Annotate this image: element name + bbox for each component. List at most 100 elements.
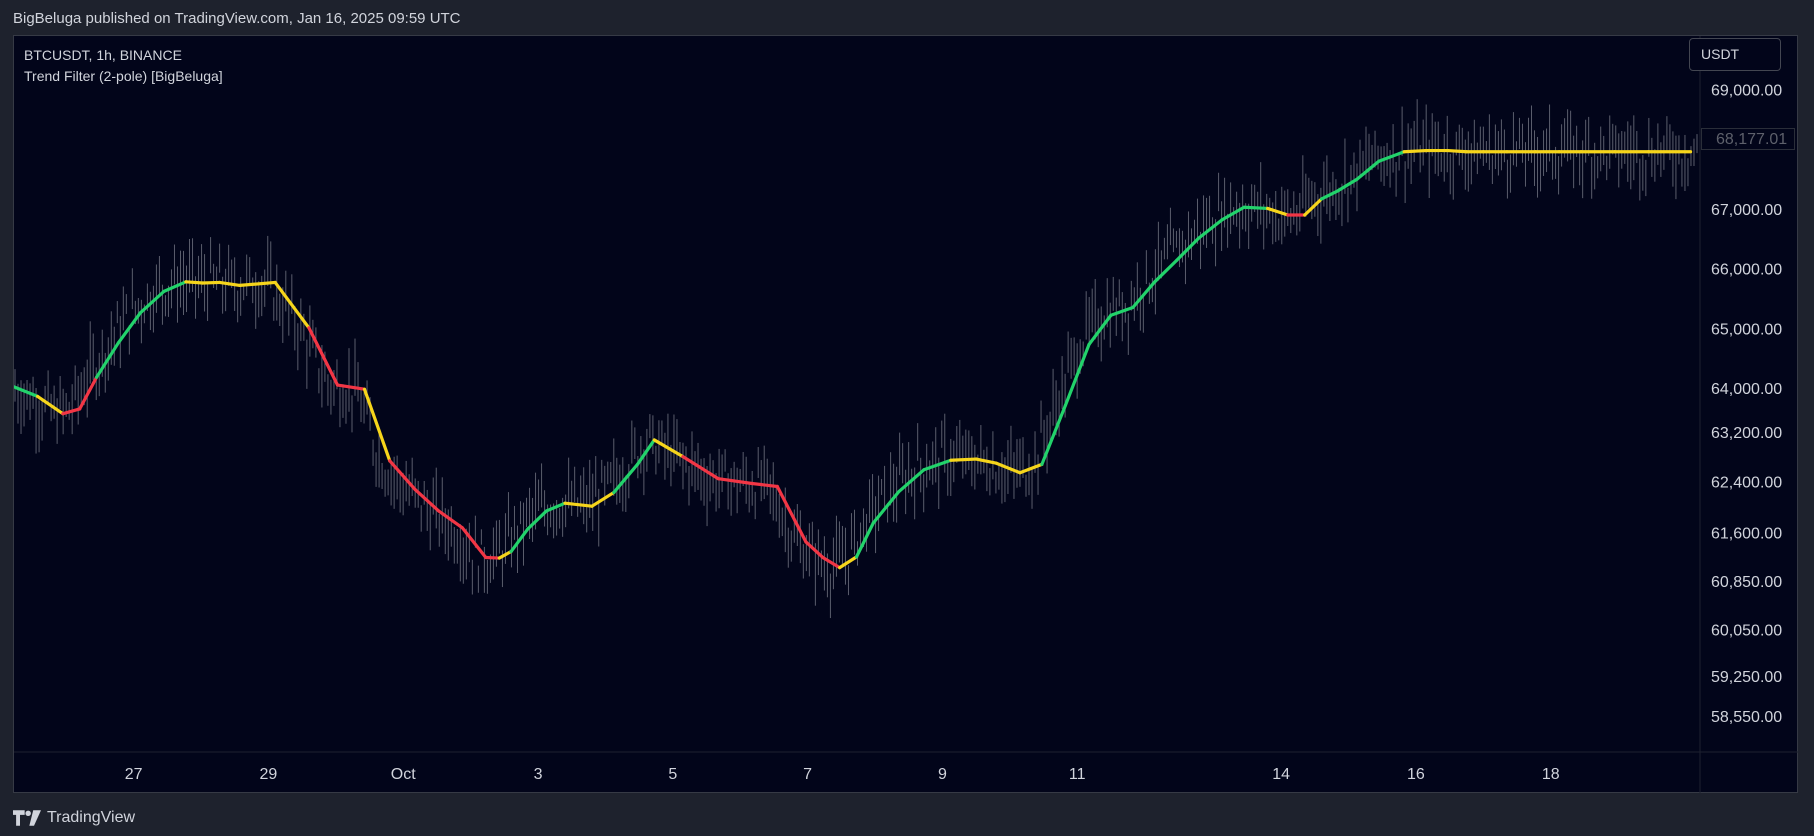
trend-line-segment	[974, 457, 998, 465]
trend-line-segment	[35, 394, 65, 416]
trend-line-segment	[497, 549, 513, 560]
price-tick-label: 60,850.00	[1711, 574, 1782, 591]
trend-line-segment	[635, 438, 656, 467]
currency-button[interactable]: USDT	[1689, 38, 1781, 71]
time-tick-label: 9	[938, 766, 947, 783]
time-tick-label: 18	[1542, 766, 1560, 783]
time-tick-label: 7	[803, 766, 812, 783]
price-tick-label: 61,600.00	[1711, 525, 1782, 542]
price-tick-label: 67,000.00	[1711, 202, 1782, 219]
time-tick-label: 3	[534, 766, 543, 783]
time-tick-label: 27	[125, 766, 143, 783]
trend-line-segment	[821, 555, 842, 570]
trend-line-segment	[871, 490, 901, 525]
trend-line-segment	[138, 289, 166, 315]
symbol-info[interactable]: BTCUSDT, 1h, BINANCE	[24, 47, 182, 63]
price-tick-label: 59,250.00	[1711, 669, 1782, 686]
trend-line-segment	[1153, 258, 1179, 284]
time-tick-label: 29	[260, 766, 278, 783]
trend-line-segment	[563, 501, 594, 508]
trend-line-segment	[526, 509, 549, 531]
time-tick-label: 16	[1407, 766, 1425, 783]
trend-line-segment	[652, 438, 685, 459]
trend-line-segment	[949, 457, 978, 462]
chart-legend: BTCUSDT, 1h, BINANCE Trend Filter (2-pol…	[24, 45, 223, 87]
trend-line-segment	[162, 280, 188, 293]
trend-line-segment	[184, 280, 205, 285]
trend-line-segment	[922, 458, 953, 472]
time-tick-label: 14	[1272, 766, 1290, 783]
trend-line-segment	[437, 509, 464, 530]
trend-line-segment	[307, 326, 340, 387]
trend-line-segment	[362, 387, 392, 463]
trend-filter-line	[14, 148, 1693, 570]
publish-info: BigBeluga published on TradingView.com, …	[13, 10, 461, 27]
trend-line-segment	[544, 501, 567, 513]
trend-line-segment	[1377, 150, 1406, 163]
trend-line-segment	[804, 540, 825, 560]
trend-line-segment	[775, 484, 808, 544]
trend-line-segment	[1402, 148, 1428, 154]
trend-line-segment	[1131, 280, 1157, 310]
trend-line-segment	[681, 455, 720, 481]
trend-line-segment	[460, 526, 488, 560]
time-tick-label: Oct	[391, 766, 416, 783]
trend-line-segment	[116, 311, 142, 345]
price-tick-label: 62,400.00	[1711, 475, 1782, 492]
trend-line-segment	[1266, 206, 1290, 217]
footer-branding[interactable]: TradingView	[13, 806, 135, 830]
time-tick-label: 11	[1069, 766, 1086, 783]
price-tick-label: 60,050.00	[1711, 623, 1782, 640]
trend-line-segment	[78, 375, 99, 411]
chart-canvas[interactable]: 69,000.00 67,000.00 66,000.00 65,000.00 64,0…	[14, 36, 1799, 794]
trend-line-segment	[273, 280, 311, 330]
trend-line-segment	[1303, 197, 1324, 217]
trend-line-segment	[1018, 462, 1044, 475]
trend-line-segment	[388, 459, 417, 492]
price-tick-label: 58,550.00	[1711, 709, 1782, 726]
trend-line-segment	[1109, 305, 1135, 317]
trend-line-segment	[1220, 205, 1246, 222]
trend-line-segment	[1040, 403, 1068, 467]
candles-layer	[14, 99, 1698, 619]
last-price-label: 68,177.01	[1701, 127, 1795, 150]
trend-line-segment	[238, 280, 277, 288]
time-axis[interactable]: 27 29 Oct 3 5 7 9 11 14 16 18	[125, 766, 1560, 783]
trend-line-segment	[1087, 313, 1113, 347]
time-tick-label: 5	[668, 766, 677, 783]
trend-line-segment	[14, 385, 40, 398]
trend-line-segment	[94, 341, 121, 379]
trend-line-segment	[590, 490, 616, 508]
trend-line-segment	[854, 521, 875, 559]
trend-line-segment	[1355, 159, 1381, 181]
price-axis[interactable]: 69,000.00 67,000.00 66,000.00 65,000.00 64,0…	[1711, 83, 1782, 727]
price-tick-label: 63,200.00	[1711, 425, 1782, 442]
trend-line-segment	[716, 477, 754, 486]
trend-line-segment	[1319, 188, 1341, 201]
trend-line-segment	[838, 555, 859, 570]
tradingview-logo-icon	[13, 810, 41, 826]
trend-line-segment	[413, 487, 441, 513]
trend-line-segment	[1063, 342, 1091, 407]
trend-line-segment	[484, 555, 501, 560]
trend-line-segment	[750, 481, 779, 489]
indicator-info[interactable]: Trend Filter (2-pole) [BigBeluga]	[24, 68, 223, 84]
trend-line-segment	[994, 461, 1022, 475]
trend-line-segment	[217, 280, 242, 288]
chart-frame[interactable]: 69,000.00 67,000.00 66,000.00 65,000.00 64,0…	[13, 35, 1799, 794]
trend-line-segment	[335, 383, 367, 391]
trend-line-segment	[1175, 236, 1201, 262]
trend-line-segment	[897, 468, 926, 494]
trend-line-segment	[1446, 148, 1469, 154]
footer-brand-name: TradingView	[47, 809, 136, 826]
trend-line-segment	[61, 407, 82, 416]
trend-line-segment	[201, 280, 222, 285]
trend-line-segment	[1242, 205, 1270, 211]
trend-line-segment	[612, 462, 640, 495]
price-tick-label: 64,000.00	[1711, 381, 1782, 398]
trend-line-segment	[509, 527, 530, 554]
trend-line-segment	[1196, 218, 1224, 240]
trend-line-segment	[1336, 177, 1359, 193]
price-tick-label: 66,000.00	[1711, 262, 1782, 279]
price-tick-label: 65,000.00	[1711, 321, 1782, 338]
